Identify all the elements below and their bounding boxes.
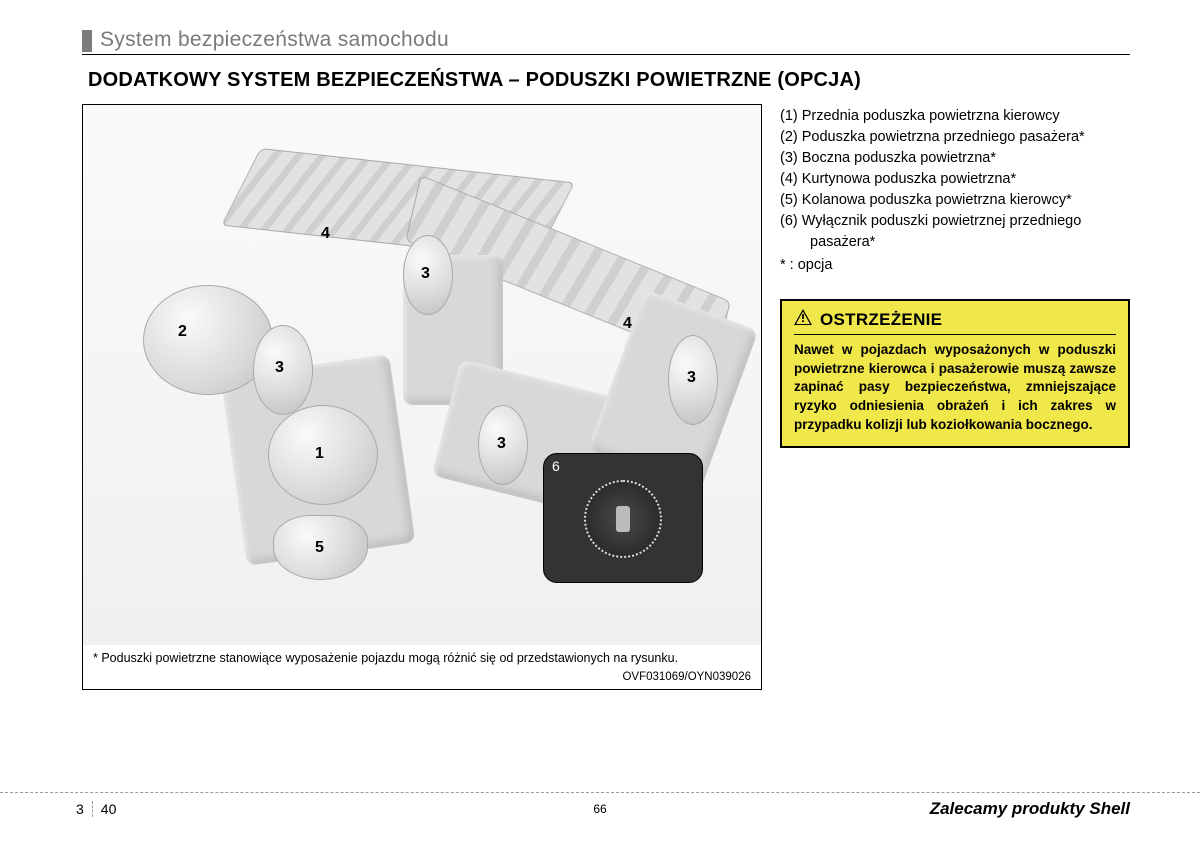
legend-text: Kurtynowa poduszka powietrzna*: [802, 169, 1016, 190]
callout-4b: 4: [623, 315, 632, 333]
callout-4a: 4: [321, 225, 330, 243]
page-title: DODATKOWY SYSTEM BEZPIECZEŃSTWA – PODUSZ…: [88, 69, 1130, 92]
legend-num: (2): [780, 127, 798, 148]
legend-item-2: (2) Poduszka powietrzna przedniego pasaż…: [780, 127, 1130, 148]
page-footer: 3 40 66 Zalecamy produkty Shell: [0, 792, 1200, 819]
legend-item-5: (5) Kolanowa poduszka powietrzna kierowc…: [780, 190, 1130, 211]
section-marker: [82, 30, 92, 52]
legend-note: * : opcja: [780, 257, 1130, 273]
footer-brand-line: Zalecamy produkty Shell: [930, 799, 1130, 819]
callout-3d: 3: [687, 369, 696, 387]
legend-text: pasażera*: [810, 232, 875, 253]
switch-keyslot: [616, 506, 630, 532]
legend-num: (5): [780, 190, 798, 211]
legend-list: (1) Przednia poduszka powietrzna kierowc…: [780, 106, 1130, 253]
legend-text: Poduszka powietrzna przedniego pasażera*: [802, 127, 1085, 148]
legend-num: (4): [780, 169, 798, 190]
legend-text: Kolanowa poduszka powietrzna kierowcy*: [802, 190, 1072, 211]
legend-item-6: (6) Wyłącznik poduszki powietrznej przed…: [780, 211, 1130, 232]
airbag-figure: 2 1 5 3 3 3 3 4 4 6 * Poduszki powietrzn…: [82, 104, 762, 690]
legend-item-4: (4) Kurtynowa poduszka powietrzna*: [780, 169, 1130, 190]
legend-text: Wyłącznik poduszki powietrznej przednieg…: [802, 211, 1082, 232]
warning-title-text: OSTRZEŻENIE: [820, 310, 942, 330]
footer-left: 3 40: [76, 801, 116, 817]
legend-num: (1): [780, 106, 798, 127]
footer-abs-page: 66: [593, 802, 606, 816]
warning-box: OSTRZEŻENIE Nawet w pojazdach wyposażony…: [780, 299, 1130, 448]
callout-3a: 3: [275, 359, 284, 377]
legend-item-6-cont: pasażera*: [780, 232, 1130, 253]
callout-1: 1: [315, 445, 324, 463]
section-header: System bezpieczeństwa samochodu: [82, 28, 1130, 55]
callout-2: 2: [178, 323, 187, 341]
footer-chapter: 3: [76, 801, 93, 817]
warning-text: Nawet w pojazdach wyposażonych w po­dusz…: [794, 341, 1116, 434]
callout-3c: 3: [497, 435, 506, 453]
warning-title: OSTRZEŻENIE: [794, 309, 1116, 335]
legend-item-1: (1) Przednia poduszka powietrzna kierowc…: [780, 106, 1130, 127]
legend-text: Boczna poduszka powietrzna*: [802, 148, 996, 169]
airbag-illustration: 2 1 5 3 3 3 3 4 4 6: [83, 105, 761, 645]
legend-num: (3): [780, 148, 798, 169]
callout-6: 6: [552, 458, 560, 474]
legend-item-3: (3) Boczna poduszka powietrzna*: [780, 148, 1130, 169]
legend-num: (6): [780, 211, 798, 232]
airbag-switch-inset: 6: [543, 453, 703, 583]
legend-text: Przednia poduszka powietrzna kierowcy: [802, 106, 1060, 127]
footer-page-in-chapter: 40: [101, 801, 117, 817]
figure-footnote: * Poduszki powietrzne stanowiące wyposaż…: [83, 645, 761, 669]
figure-code: OVF031069/OYN039026: [83, 669, 761, 689]
callout-3b: 3: [421, 265, 430, 283]
callout-5: 5: [315, 539, 324, 557]
warning-icon: [794, 309, 812, 330]
section-title: System bezpieczeństwa samochodu: [100, 28, 449, 52]
